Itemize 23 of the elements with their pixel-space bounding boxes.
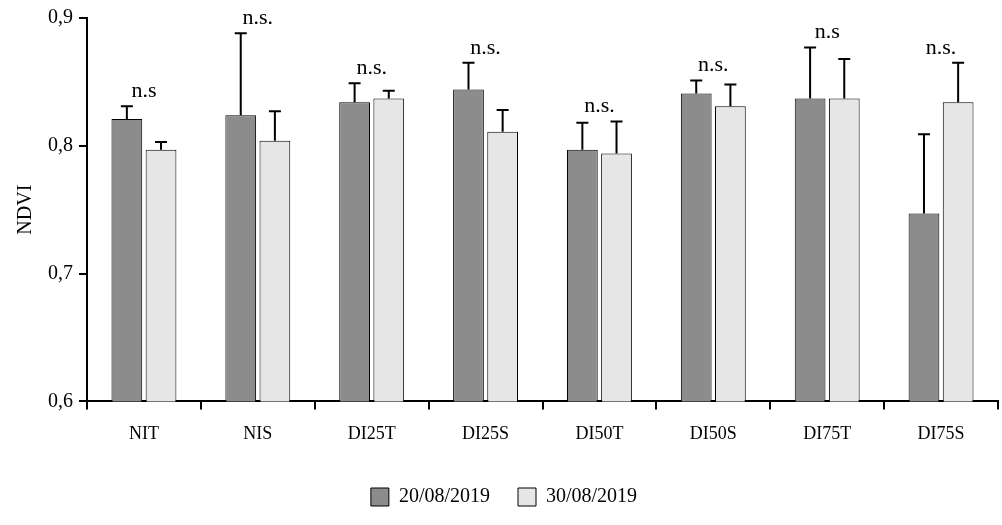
- y-tick-label: 0,7: [48, 260, 73, 283]
- x-tick-label: NIT: [128, 422, 159, 443]
- annotation: n.s.: [584, 92, 615, 118]
- legend-label: 20/08/2019: [398, 484, 491, 507]
- y-tick-label: 0,8: [48, 133, 73, 156]
- x-tick-label: DI25T: [347, 422, 396, 443]
- x-tick-label: DI50T: [575, 422, 624, 443]
- x-tick-label: DI25S: [462, 422, 510, 443]
- annotation: n.s: [814, 18, 840, 44]
- annotation: n.s: [131, 76, 157, 102]
- annotation: n.s.: [470, 33, 501, 59]
- legend-label: 30/08/2019: [546, 484, 638, 507]
- annotation: n.s.: [698, 51, 729, 77]
- x-tick-label: DI75S: [917, 422, 965, 443]
- annotation: n.s.: [925, 33, 957, 59]
- y-axis-title: NDVI: [13, 184, 36, 235]
- y-tick-label: 0,9: [48, 5, 73, 28]
- y-tick-label: 0,6: [48, 388, 73, 411]
- x-tick-label: DI50S: [689, 422, 737, 443]
- annotation: n.s.: [242, 4, 274, 30]
- x-tick-label: NIS: [243, 422, 273, 443]
- x-tick-label: DI75T: [803, 422, 852, 443]
- annotation: n.s.: [356, 53, 387, 79]
